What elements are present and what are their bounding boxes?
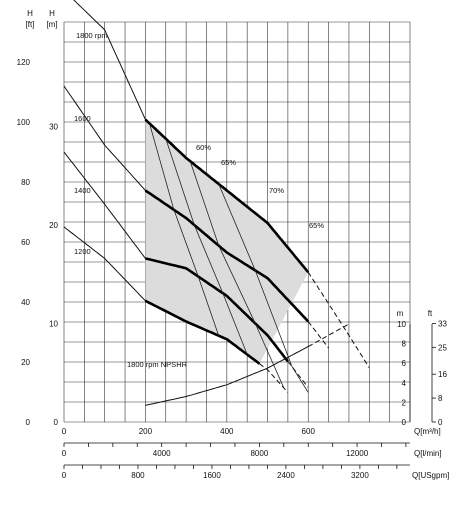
npsh-m-tick-label: 0 bbox=[402, 418, 407, 427]
usgpm-tick-label: 800 bbox=[131, 471, 145, 480]
curve-label: 1600 bbox=[74, 114, 91, 123]
m3h-tick-label: 200 bbox=[139, 427, 153, 436]
efficiency-line bbox=[218, 183, 309, 393]
ft-tick-label: 80 bbox=[21, 178, 30, 187]
m-axis-label: H bbox=[49, 9, 55, 18]
efficiency-line bbox=[189, 161, 285, 389]
curve-label: 1800 rpm bbox=[76, 31, 108, 40]
lmin-tick-label: 4000 bbox=[153, 449, 171, 458]
m-tick-label: 10 bbox=[49, 319, 58, 328]
npsh-m-tick-label: 2 bbox=[402, 398, 407, 407]
m-tick-label: 30 bbox=[49, 122, 58, 131]
usgpm-axis-label: Q[USgpm] bbox=[412, 471, 449, 480]
ft-axis-label: H bbox=[27, 9, 33, 18]
npsh-m-label: m bbox=[397, 309, 404, 318]
head-curve-dashed bbox=[259, 363, 289, 393]
npsh-curve bbox=[145, 323, 350, 406]
efficiency-label: 70% bbox=[269, 186, 284, 195]
npsh-m-tick-label: 4 bbox=[402, 379, 407, 388]
head-curve-thin bbox=[63, 151, 146, 259]
npsh-m-tick-label: 10 bbox=[397, 320, 406, 329]
efficiency-label: 65% bbox=[309, 221, 324, 230]
curve-label: 1400 bbox=[74, 186, 91, 195]
npsh-curve-line bbox=[145, 346, 309, 406]
head-curve-dashed bbox=[307, 271, 370, 369]
head-curve-thin bbox=[63, 85, 146, 191]
head-curve-thin bbox=[63, 226, 146, 302]
usgpm-tick-label: 0 bbox=[62, 471, 67, 480]
ft-tick-label: 120 bbox=[17, 58, 31, 67]
ft-tick-label: 100 bbox=[17, 118, 31, 127]
ft-axis-unit: [ft] bbox=[26, 20, 35, 29]
lmin-tick-label: 0 bbox=[62, 449, 67, 458]
head-curve-bold bbox=[144, 118, 310, 274]
ft-tick-label: 40 bbox=[21, 298, 30, 307]
ft-tick-label: 60 bbox=[21, 238, 30, 247]
npsh-ft-tick-label: 16 bbox=[438, 370, 447, 379]
npsh-ft-tick-label: 25 bbox=[438, 343, 447, 352]
m3h-tick-label: 600 bbox=[302, 427, 316, 436]
head-curve-dashed bbox=[307, 321, 330, 349]
m3h-tick-label: 400 bbox=[220, 427, 234, 436]
m-tick-label: 20 bbox=[49, 221, 58, 230]
head-curve-bold bbox=[145, 257, 289, 363]
curve-label: 1200 bbox=[74, 247, 91, 256]
efficiency-label: 60% bbox=[196, 143, 211, 152]
ft-tick-label: 20 bbox=[21, 358, 30, 367]
head-curves bbox=[63, 0, 370, 393]
efficiency-line bbox=[165, 138, 248, 355]
head-curve-dashed bbox=[287, 361, 309, 388]
lmin-tick-label: 12000 bbox=[346, 449, 369, 458]
chart-labels: 0204060801001200102030H[ft]H[m]024681008… bbox=[17, 9, 450, 480]
m3h-tick-label: 0 bbox=[62, 427, 67, 436]
npsh-m-tick-label: 6 bbox=[402, 359, 407, 368]
lmin-tick-label: 8000 bbox=[250, 449, 268, 458]
usgpm-tick-label: 2400 bbox=[277, 471, 295, 480]
npsh-ft-tick-label: 8 bbox=[438, 394, 443, 403]
npsh-ft-tick-label: 33 bbox=[438, 319, 447, 328]
efficiency-label: 65% bbox=[221, 158, 236, 167]
usgpm-tick-label: 1600 bbox=[203, 471, 221, 480]
head-curve-bold bbox=[144, 189, 310, 323]
m-tick-label: 0 bbox=[54, 418, 59, 427]
head-curve-bold bbox=[144, 299, 261, 365]
npsh-label: 1800 rpm NPSHR bbox=[127, 360, 188, 369]
efficiency-line bbox=[149, 123, 220, 336]
head-curve-thin bbox=[73, 0, 146, 120]
lmin-axis-label: Q[l/min] bbox=[414, 449, 442, 458]
usgpm-tick-label: 3200 bbox=[351, 471, 369, 480]
npsh-ft-label: ft bbox=[428, 309, 433, 318]
m-axis-unit: [m] bbox=[46, 20, 57, 29]
chart-grid bbox=[63, 21, 411, 423]
npsh-m-tick-label: 8 bbox=[402, 340, 407, 349]
m3h-axis-label: Q[m³/h] bbox=[414, 427, 441, 436]
npsh-ft-tick-label: 0 bbox=[438, 418, 443, 427]
ft-tick-label: 0 bbox=[26, 418, 31, 427]
